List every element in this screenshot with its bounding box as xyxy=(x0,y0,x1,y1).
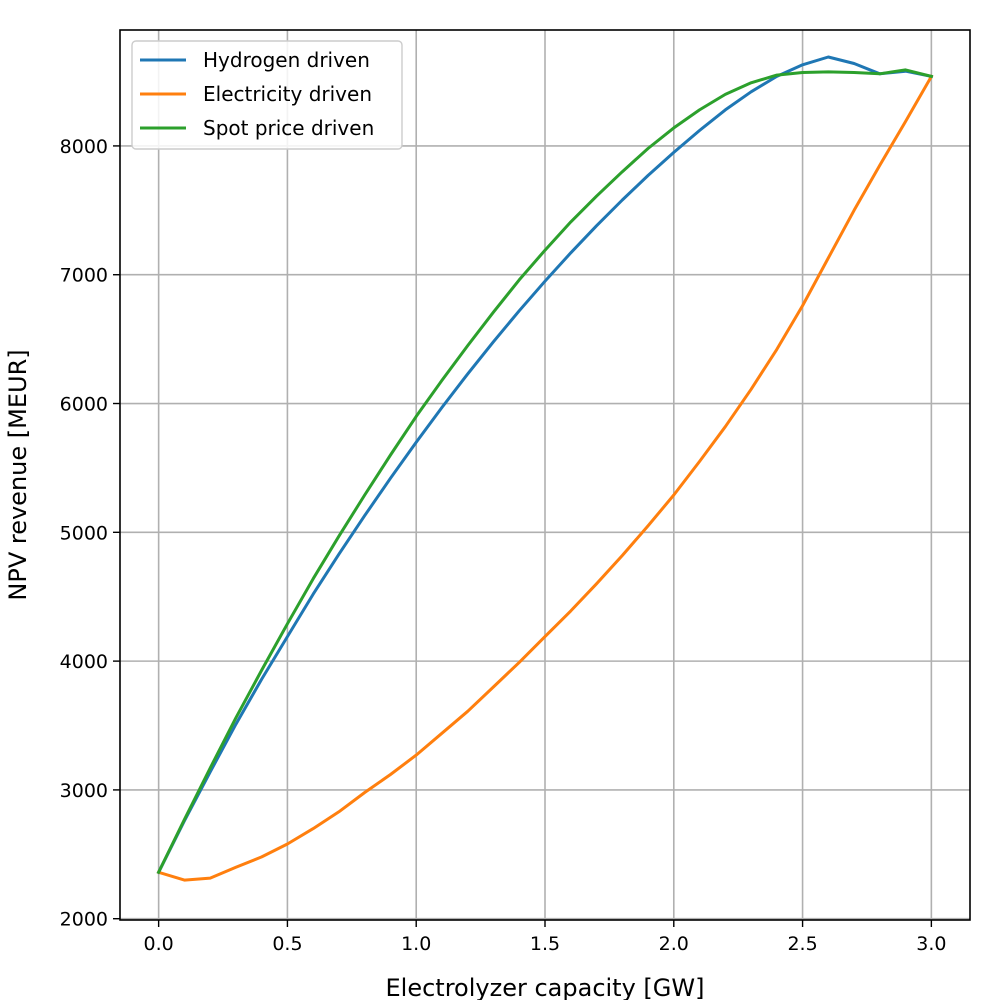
legend-label-3: Spot price driven xyxy=(203,116,374,140)
y-tick-label: 5000 xyxy=(60,522,108,544)
x-tick-label: 3.0 xyxy=(916,933,946,955)
x-tick-label: 0.0 xyxy=(144,933,174,955)
x-tick-label: 2.0 xyxy=(659,933,689,955)
y-tick-label: 3000 xyxy=(60,780,108,802)
legend: Hydrogen driven Electricity driven Spot pr… xyxy=(132,41,402,149)
x-tick-label: 0.5 xyxy=(272,933,302,955)
x-tick-label: 1.5 xyxy=(530,933,560,955)
x-tick-label: 1.0 xyxy=(401,933,431,955)
y-tick-label: 4000 xyxy=(60,651,108,673)
y-axis-label: NPV revenue [MEUR] xyxy=(4,349,32,600)
legend-label-1: Hydrogen driven xyxy=(203,48,370,72)
y-tick-label: 6000 xyxy=(60,394,108,416)
y-tick-label: 2000 xyxy=(60,909,108,931)
y-tick-label: 8000 xyxy=(60,136,108,158)
x-axis-label: Electrolyzer capacity [GW] xyxy=(386,974,705,1000)
y-tick-label: 7000 xyxy=(60,265,108,287)
x-tick-label: 2.5 xyxy=(787,933,817,955)
legend-label-2: Electricity driven xyxy=(203,82,372,106)
